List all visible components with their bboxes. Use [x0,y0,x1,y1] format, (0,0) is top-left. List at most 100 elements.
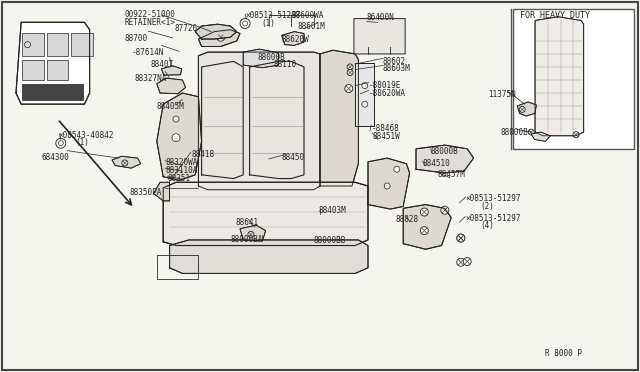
Polygon shape [355,63,374,126]
Polygon shape [531,132,550,141]
Text: 88601M: 88601M [298,22,325,31]
Text: 88000B: 88000B [258,53,285,62]
Text: 88350PA: 88350PA [130,188,163,197]
Circle shape [56,138,66,148]
Text: -87614N: -87614N [131,48,164,57]
Text: ×08543-40842: ×08543-40842 [59,131,115,140]
Circle shape [172,134,180,142]
Bar [47,60,68,80]
Bar [22,84,83,100]
Circle shape [420,208,428,216]
Polygon shape [170,240,368,273]
Text: 88110: 88110 [273,60,296,68]
Circle shape [240,19,250,28]
Text: R 8000 P: R 8000 P [545,349,582,358]
Circle shape [441,206,449,214]
Polygon shape [157,78,186,94]
Circle shape [122,160,128,166]
Text: 88620W: 88620W [282,35,309,44]
Text: 88603M: 88603M [383,64,410,73]
Circle shape [384,183,390,189]
Polygon shape [195,24,237,39]
Circle shape [173,116,179,122]
Text: ×08513-51297: ×08513-51297 [465,214,521,222]
Text: 88320WA: 88320WA [165,158,198,167]
Polygon shape [368,158,410,209]
Text: 88327NA: 88327NA [134,74,167,83]
Text: 88600WA: 88600WA [291,11,324,20]
Polygon shape [250,61,304,179]
Polygon shape [198,30,240,46]
Text: (1): (1) [261,19,275,28]
Polygon shape [282,32,304,45]
Polygon shape [198,52,320,190]
Polygon shape [154,182,170,201]
Text: 88602: 88602 [383,57,406,65]
Polygon shape [16,22,90,104]
Text: 88000BB: 88000BB [314,236,346,245]
Text: 88000B: 88000B [500,128,528,137]
Polygon shape [161,66,182,75]
Circle shape [420,227,428,235]
Text: 88351: 88351 [168,174,191,183]
Polygon shape [535,17,584,136]
Text: 88405M: 88405M [157,102,184,111]
Circle shape [394,166,400,172]
Text: 88407: 88407 [150,60,173,69]
Polygon shape [403,205,451,249]
Circle shape [528,129,534,135]
Text: 88450: 88450 [282,153,305,161]
Bar [22,33,44,56]
Text: 00922-51000: 00922-51000 [125,10,175,19]
Text: 88451W: 88451W [372,132,400,141]
Text: ×08513-51297: ×08513-51297 [245,11,301,20]
Polygon shape [157,93,202,180]
Text: 11375N: 11375N [488,90,515,99]
Text: 88700: 88700 [125,34,148,43]
Polygon shape [416,145,474,173]
Text: -88468: -88468 [371,124,399,132]
Text: FOR HEAVY DUTY: FOR HEAVY DUTY [520,11,589,20]
FancyBboxPatch shape [354,19,405,54]
Circle shape [347,64,353,70]
Bar [71,33,93,56]
Circle shape [457,258,465,266]
Circle shape [345,84,353,93]
Polygon shape [320,50,358,186]
Circle shape [347,70,353,76]
Polygon shape [163,182,368,246]
Circle shape [457,234,465,242]
Text: 86400N: 86400N [367,13,394,22]
Text: ×08513-51297: ×08513-51297 [465,194,521,203]
Polygon shape [112,156,141,168]
Polygon shape [202,61,243,179]
Circle shape [519,106,525,112]
Bar [513,9,634,149]
Circle shape [362,83,368,89]
Circle shape [463,257,471,266]
Polygon shape [240,225,266,241]
Polygon shape [243,49,278,68]
Text: 88641: 88641 [236,218,259,227]
Circle shape [217,33,225,41]
Text: 87720: 87720 [174,24,197,33]
Text: -88019E: -88019E [369,81,401,90]
Text: 88418: 88418 [192,150,215,159]
Text: (2): (2) [480,202,494,211]
Text: 88000BA: 88000BA [230,235,263,244]
Text: 88828: 88828 [396,215,419,224]
Circle shape [362,101,368,107]
Text: 884510: 884510 [422,159,450,168]
Bar [22,60,44,80]
Text: 88000B: 88000B [431,147,458,156]
Text: 88457M: 88457M [437,170,465,179]
Circle shape [248,231,254,237]
Text: (4): (4) [480,221,494,230]
Text: RETAINER<1>: RETAINER<1> [125,18,175,27]
Polygon shape [517,102,536,116]
Text: (1): (1) [76,138,90,147]
Circle shape [573,132,579,138]
Bar [157,255,198,279]
Text: 684300: 684300 [42,153,69,161]
Text: 88403M: 88403M [318,206,346,215]
